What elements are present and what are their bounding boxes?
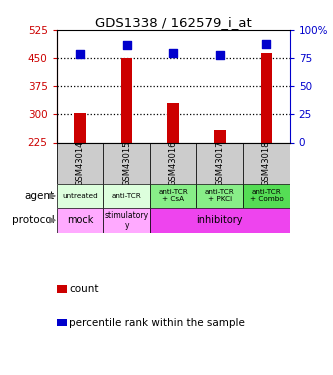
Bar: [196, 184, 243, 208]
Bar: [214, 130, 226, 142]
Text: anti-TCR
+ Combo: anti-TCR + Combo: [249, 189, 283, 202]
Bar: [103, 208, 150, 232]
Text: anti-TCR: anti-TCR: [112, 193, 142, 199]
Bar: [121, 58, 133, 142]
Point: [217, 52, 222, 58]
Bar: [103, 142, 150, 184]
Bar: [150, 184, 196, 208]
Point: [124, 42, 129, 48]
Text: anti-TCR
+ CsA: anti-TCR + CsA: [158, 189, 188, 202]
Text: inhibitory: inhibitory: [196, 215, 243, 225]
Bar: [74, 112, 86, 142]
Bar: [103, 184, 150, 208]
Text: GSM43017: GSM43017: [215, 140, 224, 186]
Bar: [243, 184, 290, 208]
Bar: [196, 142, 243, 184]
Text: GSM43015: GSM43015: [122, 141, 131, 186]
Text: count: count: [69, 284, 99, 294]
Text: GSM43014: GSM43014: [75, 141, 85, 186]
Bar: [57, 142, 103, 184]
Point: [264, 40, 269, 46]
Bar: [260, 53, 272, 142]
Bar: [243, 142, 290, 184]
Bar: [150, 142, 196, 184]
Text: percentile rank within the sample: percentile rank within the sample: [69, 318, 245, 327]
Text: agent: agent: [24, 191, 54, 201]
Title: GDS1338 / 162579_i_at: GDS1338 / 162579_i_at: [95, 16, 251, 29]
Text: anti-TCR
+ PKCi: anti-TCR + PKCi: [205, 189, 235, 202]
Bar: [167, 103, 179, 142]
Text: mock: mock: [67, 215, 93, 225]
Bar: [57, 184, 103, 208]
Text: GSM43018: GSM43018: [262, 140, 271, 186]
Point: [170, 50, 176, 55]
Text: stimulatory
y: stimulatory y: [105, 211, 149, 230]
Text: protocol: protocol: [12, 215, 54, 225]
Bar: [57, 208, 103, 232]
Bar: [150, 208, 290, 232]
Point: [77, 51, 83, 57]
Text: untreated: untreated: [62, 193, 98, 199]
Text: GSM43016: GSM43016: [168, 140, 178, 186]
